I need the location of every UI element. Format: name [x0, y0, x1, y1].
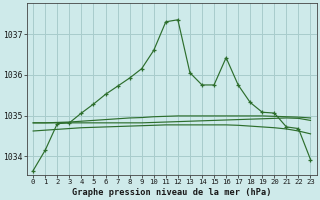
X-axis label: Graphe pression niveau de la mer (hPa): Graphe pression niveau de la mer (hPa) — [72, 188, 272, 197]
